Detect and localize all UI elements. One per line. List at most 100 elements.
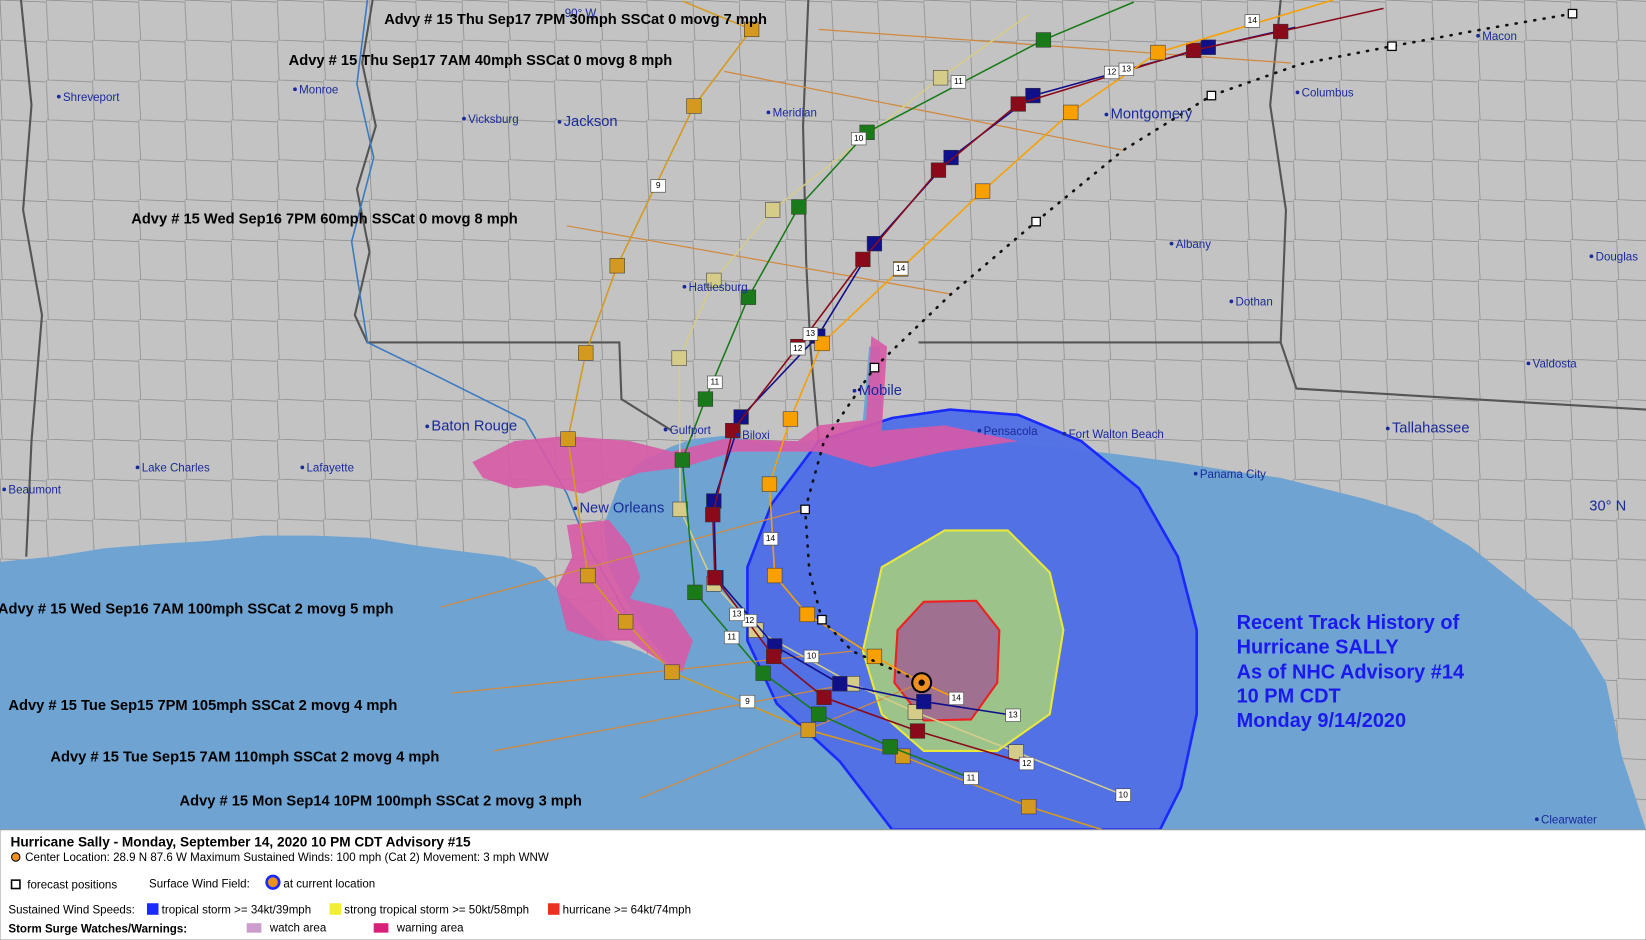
- city-dot: [135, 465, 140, 470]
- position-marker: [800, 722, 816, 738]
- city-dot: [1534, 817, 1539, 822]
- city-label: Dothan: [1236, 297, 1273, 309]
- position-marker: [791, 199, 807, 215]
- city-label: Shreveport: [63, 92, 120, 104]
- city-dot: [663, 427, 668, 432]
- position-marker: [580, 567, 596, 584]
- legend-title: Hurricane Sally - Monday, September 14, …: [10, 835, 470, 850]
- city-dot: [1104, 112, 1109, 117]
- track-number: 10: [807, 651, 817, 661]
- city-dot: [56, 94, 61, 99]
- position-marker: [761, 476, 778, 492]
- forecast-position: [1206, 90, 1217, 101]
- position-marker: [814, 335, 830, 352]
- position-marker: [671, 350, 687, 366]
- city-dot: [557, 119, 562, 124]
- city-label: Lafayette: [307, 463, 355, 475]
- city-label: Panama City: [1200, 469, 1266, 481]
- state-borders: [19, 0, 1646, 557]
- city-dot: [462, 116, 466, 121]
- city-label: New Orleans: [579, 501, 664, 517]
- track-number: 12: [1107, 67, 1117, 77]
- position-marker: [932, 70, 949, 86]
- track-number: 11: [967, 772, 976, 782]
- track-number-box: [963, 771, 979, 785]
- city-dot: [1385, 426, 1390, 431]
- track-number-box: [1118, 62, 1135, 76]
- position-marker: [782, 411, 799, 427]
- city-label: Valdosta: [1533, 359, 1578, 371]
- position-marker: [733, 409, 749, 425]
- position-marker: [674, 452, 690, 468]
- position-marker: [1185, 42, 1202, 59]
- city-dot: [736, 432, 740, 437]
- position-marker: [1010, 96, 1026, 112]
- track-number-box: [948, 691, 964, 706]
- track-number-box: [1244, 14, 1261, 28]
- longitude-label: 90° W: [565, 8, 597, 20]
- city-label: Jackson: [564, 114, 618, 130]
- city-dot: [1476, 33, 1480, 38]
- track-number-box: [1005, 708, 1021, 722]
- advisory-label: Advy # 15 Wed Sep16 7AM 100mph SSCat 2 m…: [0, 601, 393, 617]
- track-number-box: [851, 132, 867, 146]
- position-marker: [811, 706, 827, 722]
- forecast-icon: [10, 879, 21, 890]
- city-dot: [2, 487, 7, 492]
- track-number: 11: [711, 377, 720, 387]
- track-number-box: [803, 649, 820, 664]
- center-icon: [11, 852, 21, 862]
- position-marker: [1035, 32, 1052, 48]
- city-dot: [425, 424, 430, 429]
- position-marker: [707, 570, 723, 586]
- city-label: Montgomery: [1111, 107, 1193, 123]
- advisory-label: Advy # 15 Tue Sep15 7AM 110mph SSCat 2 m…: [50, 749, 439, 765]
- track: [681, 1, 1135, 779]
- surge-item: warning area: [396, 923, 464, 935]
- county-lines: [0, 0, 1646, 830]
- city-dot: [1295, 90, 1300, 95]
- position-marker: [664, 664, 680, 680]
- forecast-position: [1387, 41, 1397, 52]
- surge-swatch: [373, 923, 389, 933]
- position-marker: [687, 584, 703, 600]
- track-number-box: [1115, 788, 1131, 802]
- surge-item: watch area: [269, 923, 327, 935]
- city-dot: [1526, 361, 1531, 366]
- speeds-label: Sustained Wind Speeds:: [8, 905, 134, 917]
- position-marker: [618, 614, 634, 630]
- city-dot: [1229, 299, 1234, 304]
- position-marker: [909, 723, 926, 739]
- position-marker: [765, 202, 781, 218]
- speed-label: hurricane >= 64kt/74mph: [563, 905, 691, 917]
- position-marker: [1008, 744, 1024, 760]
- forecast-position: [869, 362, 880, 373]
- track-number: 14: [896, 263, 906, 273]
- wind-field-icon: [265, 874, 281, 890]
- city-label: Clearwater: [1541, 814, 1597, 826]
- surge-swatch: [246, 923, 262, 933]
- city-label: Fort Walton Beach: [1069, 429, 1164, 441]
- track-number-box: [762, 532, 779, 546]
- center-info: Center Location: 28.9 N 87.6 W Maximum S…: [25, 852, 549, 864]
- position-marker: [1150, 44, 1166, 61]
- position-marker: [706, 272, 722, 289]
- track-number: 9: [745, 696, 750, 706]
- city-label: Mobile: [859, 383, 902, 399]
- track-number: 11: [727, 632, 736, 642]
- city-label: Albany: [1176, 239, 1212, 251]
- track-number: 10: [854, 133, 864, 143]
- forecast-label: forecast positions: [27, 880, 117, 892]
- position-marker: [816, 689, 832, 705]
- position-marker: [882, 739, 898, 755]
- position-marker: [943, 149, 959, 166]
- city-dot: [1169, 241, 1174, 246]
- track-number: 11: [954, 76, 963, 86]
- city-label: Douglas: [1596, 251, 1639, 263]
- leader-line: [724, 70, 1124, 151]
- history-line: Monday 9/14/2020: [1237, 710, 1407, 732]
- position-marker: [672, 501, 688, 517]
- position-marker: [578, 345, 594, 361]
- position-marker: [974, 183, 991, 199]
- position-marker: [705, 507, 721, 523]
